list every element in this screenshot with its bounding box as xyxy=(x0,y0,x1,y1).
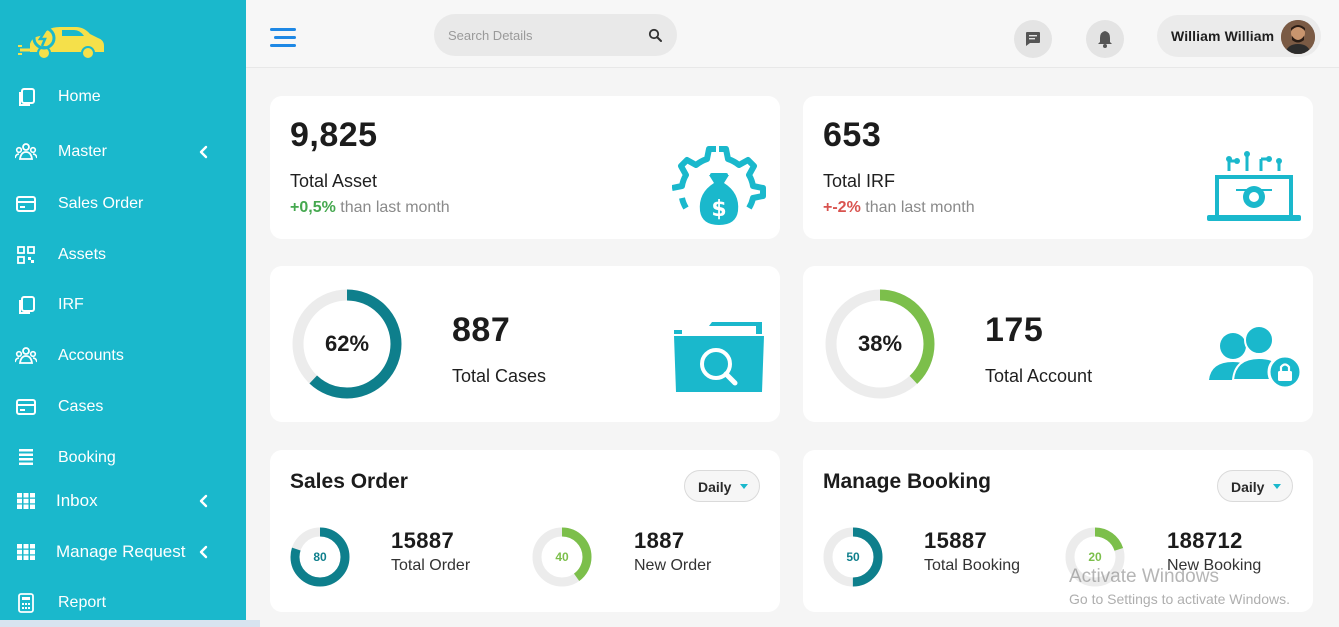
sidebar-item-label: Cases xyxy=(58,398,104,415)
new-order-value: 1887 xyxy=(634,528,685,553)
total-account-label: Total Account xyxy=(985,366,1093,386)
list-icon xyxy=(15,447,37,469)
total-booking-label: Total Booking xyxy=(924,557,1021,574)
new-booking-label: New Booking xyxy=(1167,557,1262,574)
cases-progress-ring: 62% xyxy=(290,287,404,401)
total-asset-card: 9,825 Total Asset +0,5% than last month … xyxy=(270,96,780,239)
grid-icon xyxy=(15,490,37,512)
users-lock-icon xyxy=(1209,325,1301,390)
chevron-left-icon[interactable] xyxy=(198,545,210,559)
sidebar-item-label: Assets xyxy=(58,246,107,263)
sidebar-item-irf[interactable]: IRF xyxy=(0,287,246,323)
new-booking-ring: 20 xyxy=(1064,526,1126,588)
total-cases-label: Total Cases xyxy=(452,366,547,386)
account-progress-ring: 38% xyxy=(823,287,937,401)
sidebar-item-sales-order[interactable]: Sales Order xyxy=(0,186,246,222)
caret-down-icon xyxy=(1273,484,1281,489)
total-account-card: 38% 175 Total Account xyxy=(803,266,1313,422)
manage-booking-period-dropdown[interactable]: Daily xyxy=(1217,470,1293,502)
account-percent: 38% xyxy=(857,331,903,356)
money-gear-icon: $ xyxy=(672,146,766,225)
sidebar-item-label: Accounts xyxy=(58,347,124,364)
cases-percent: 62% xyxy=(324,331,370,356)
electric-car-icon[interactable] xyxy=(18,22,106,62)
sidebar-item-label: Inbox xyxy=(56,491,98,510)
copy-icon xyxy=(15,86,37,108)
total-order-label: Total Order xyxy=(391,557,471,574)
bell-icon xyxy=(1098,31,1112,48)
search-icon[interactable] xyxy=(648,28,662,42)
sidebar-scrollbar[interactable] xyxy=(0,620,260,627)
manage-booking-title: Manage Booking xyxy=(823,470,992,493)
manage-booking-panel: Manage Booking Daily 50 15887 Total Book… xyxy=(803,450,1313,612)
total-asset-label: Total Asset xyxy=(290,171,378,191)
total-asset-value: 9,825 xyxy=(290,116,378,154)
laptop-circuit-icon xyxy=(1207,151,1301,221)
svg-text:$: $ xyxy=(711,197,726,222)
total-booking-value: 15887 xyxy=(924,528,988,553)
sidebar-item-master[interactable]: Master xyxy=(0,134,246,170)
chevron-left-icon[interactable] xyxy=(198,145,210,159)
sales-order-period-dropdown[interactable]: Daily xyxy=(684,470,760,502)
chevron-left-icon[interactable] xyxy=(198,494,210,508)
sidebar-item-booking[interactable]: Booking xyxy=(0,440,246,476)
sidebar-item-inbox[interactable]: Inbox xyxy=(0,483,246,519)
avatar[interactable] xyxy=(1281,20,1315,54)
copy-icon xyxy=(15,294,37,316)
user-name: William William xyxy=(1171,28,1275,44)
sidebar-item-label: Home xyxy=(58,88,101,105)
total-cases-value: 887 xyxy=(452,311,511,349)
sidebar-item-home[interactable]: Home xyxy=(0,79,246,115)
activate-windows-subtitle: Go to Settings to activate Windows. xyxy=(1069,591,1290,607)
total-order-ring: 80 xyxy=(289,526,351,588)
sidebar-item-manage-request[interactable]: Manage Request xyxy=(0,534,246,570)
sidebar-item-report[interactable]: Report xyxy=(0,585,246,621)
user-menu[interactable]: William William xyxy=(1157,15,1321,57)
sales-order-title: Sales Order xyxy=(290,470,408,493)
search-input[interactable] xyxy=(448,14,638,56)
total-asset-delta: +0,5% than last month xyxy=(290,199,450,216)
sidebar-item-assets[interactable]: Assets xyxy=(0,237,246,273)
card-icon xyxy=(15,193,37,215)
search-bar xyxy=(434,14,677,56)
new-booking-value: 188712 xyxy=(1167,528,1243,553)
total-booking-ring: 50 xyxy=(822,526,884,588)
total-order-value: 15887 xyxy=(391,528,455,553)
new-order-ring: 40 xyxy=(531,526,593,588)
menu-icon[interactable] xyxy=(270,26,296,48)
chat-icon xyxy=(1026,32,1040,46)
sidebar-item-label: Report xyxy=(58,594,107,611)
sidebar-item-cases[interactable]: Cases xyxy=(0,389,246,425)
total-cases-card: 62% 887 Total Cases xyxy=(270,266,780,422)
sidebar-item-label: Booking xyxy=(58,449,116,466)
sidebar-item-label: Sales Order xyxy=(58,195,144,212)
users-icon xyxy=(15,141,37,163)
sidebar-item-label: Master xyxy=(58,143,107,160)
new-order-label: New Order xyxy=(634,557,712,574)
total-irf-value: 653 xyxy=(823,116,882,154)
sidebar-item-label: Manage Request xyxy=(56,542,186,561)
top-header: William William xyxy=(246,0,1339,68)
sales-order-panel: Sales Order Daily 80 15887 Total Order 4… xyxy=(270,450,780,612)
sidebar-item-label: IRF xyxy=(58,296,84,313)
sidebar: Home Master Sales Order Assets IRF Accounts Ca… xyxy=(0,0,260,627)
grid-icon xyxy=(15,541,37,563)
folder-search-icon xyxy=(674,322,764,392)
card-icon xyxy=(15,396,37,418)
total-irf-label: Total IRF xyxy=(823,171,896,191)
chat-button[interactable] xyxy=(1014,20,1052,58)
calculator-icon xyxy=(15,592,37,614)
users-icon xyxy=(15,345,37,367)
caret-down-icon xyxy=(740,484,748,489)
total-irf-card: 653 Total IRF +-2% than last month xyxy=(803,96,1313,239)
total-irf-delta: +-2% than last month xyxy=(823,199,975,216)
qr-code-icon xyxy=(15,244,37,266)
notification-button[interactable] xyxy=(1086,20,1124,58)
activate-windows-title: Activate Windows xyxy=(1069,566,1219,587)
sidebar-item-accounts[interactable]: Accounts xyxy=(0,338,246,374)
total-account-value: 175 xyxy=(985,311,1044,349)
